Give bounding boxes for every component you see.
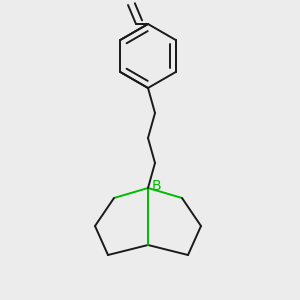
Text: B: B: [151, 179, 161, 193]
